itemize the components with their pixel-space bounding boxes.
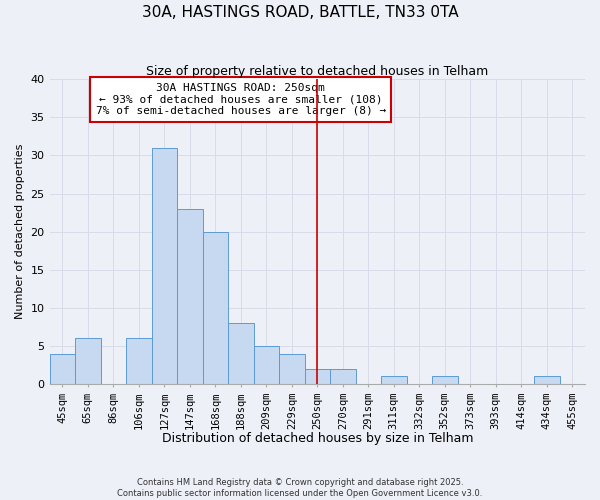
Bar bbox=[330, 369, 356, 384]
Bar bbox=[534, 376, 560, 384]
Y-axis label: Number of detached properties: Number of detached properties bbox=[15, 144, 25, 320]
Text: 30A, HASTINGS ROAD, BATTLE, TN33 0TA: 30A, HASTINGS ROAD, BATTLE, TN33 0TA bbox=[142, 5, 458, 20]
Text: Contains HM Land Registry data © Crown copyright and database right 2025.
Contai: Contains HM Land Registry data © Crown c… bbox=[118, 478, 482, 498]
Title: Size of property relative to detached houses in Telham: Size of property relative to detached ho… bbox=[146, 65, 488, 78]
Bar bbox=[126, 338, 152, 384]
Bar bbox=[228, 323, 254, 384]
Bar bbox=[381, 376, 407, 384]
Bar bbox=[75, 338, 101, 384]
X-axis label: Distribution of detached houses by size in Telham: Distribution of detached houses by size … bbox=[161, 432, 473, 445]
Bar bbox=[305, 369, 330, 384]
Text: 30A HASTINGS ROAD: 250sqm
← 93% of detached houses are smaller (108)
7% of semi-: 30A HASTINGS ROAD: 250sqm ← 93% of detac… bbox=[95, 83, 386, 116]
Bar bbox=[279, 354, 305, 384]
Bar bbox=[152, 148, 177, 384]
Bar bbox=[50, 354, 75, 384]
Bar bbox=[432, 376, 458, 384]
Bar bbox=[203, 232, 228, 384]
Bar bbox=[254, 346, 279, 384]
Bar bbox=[177, 209, 203, 384]
